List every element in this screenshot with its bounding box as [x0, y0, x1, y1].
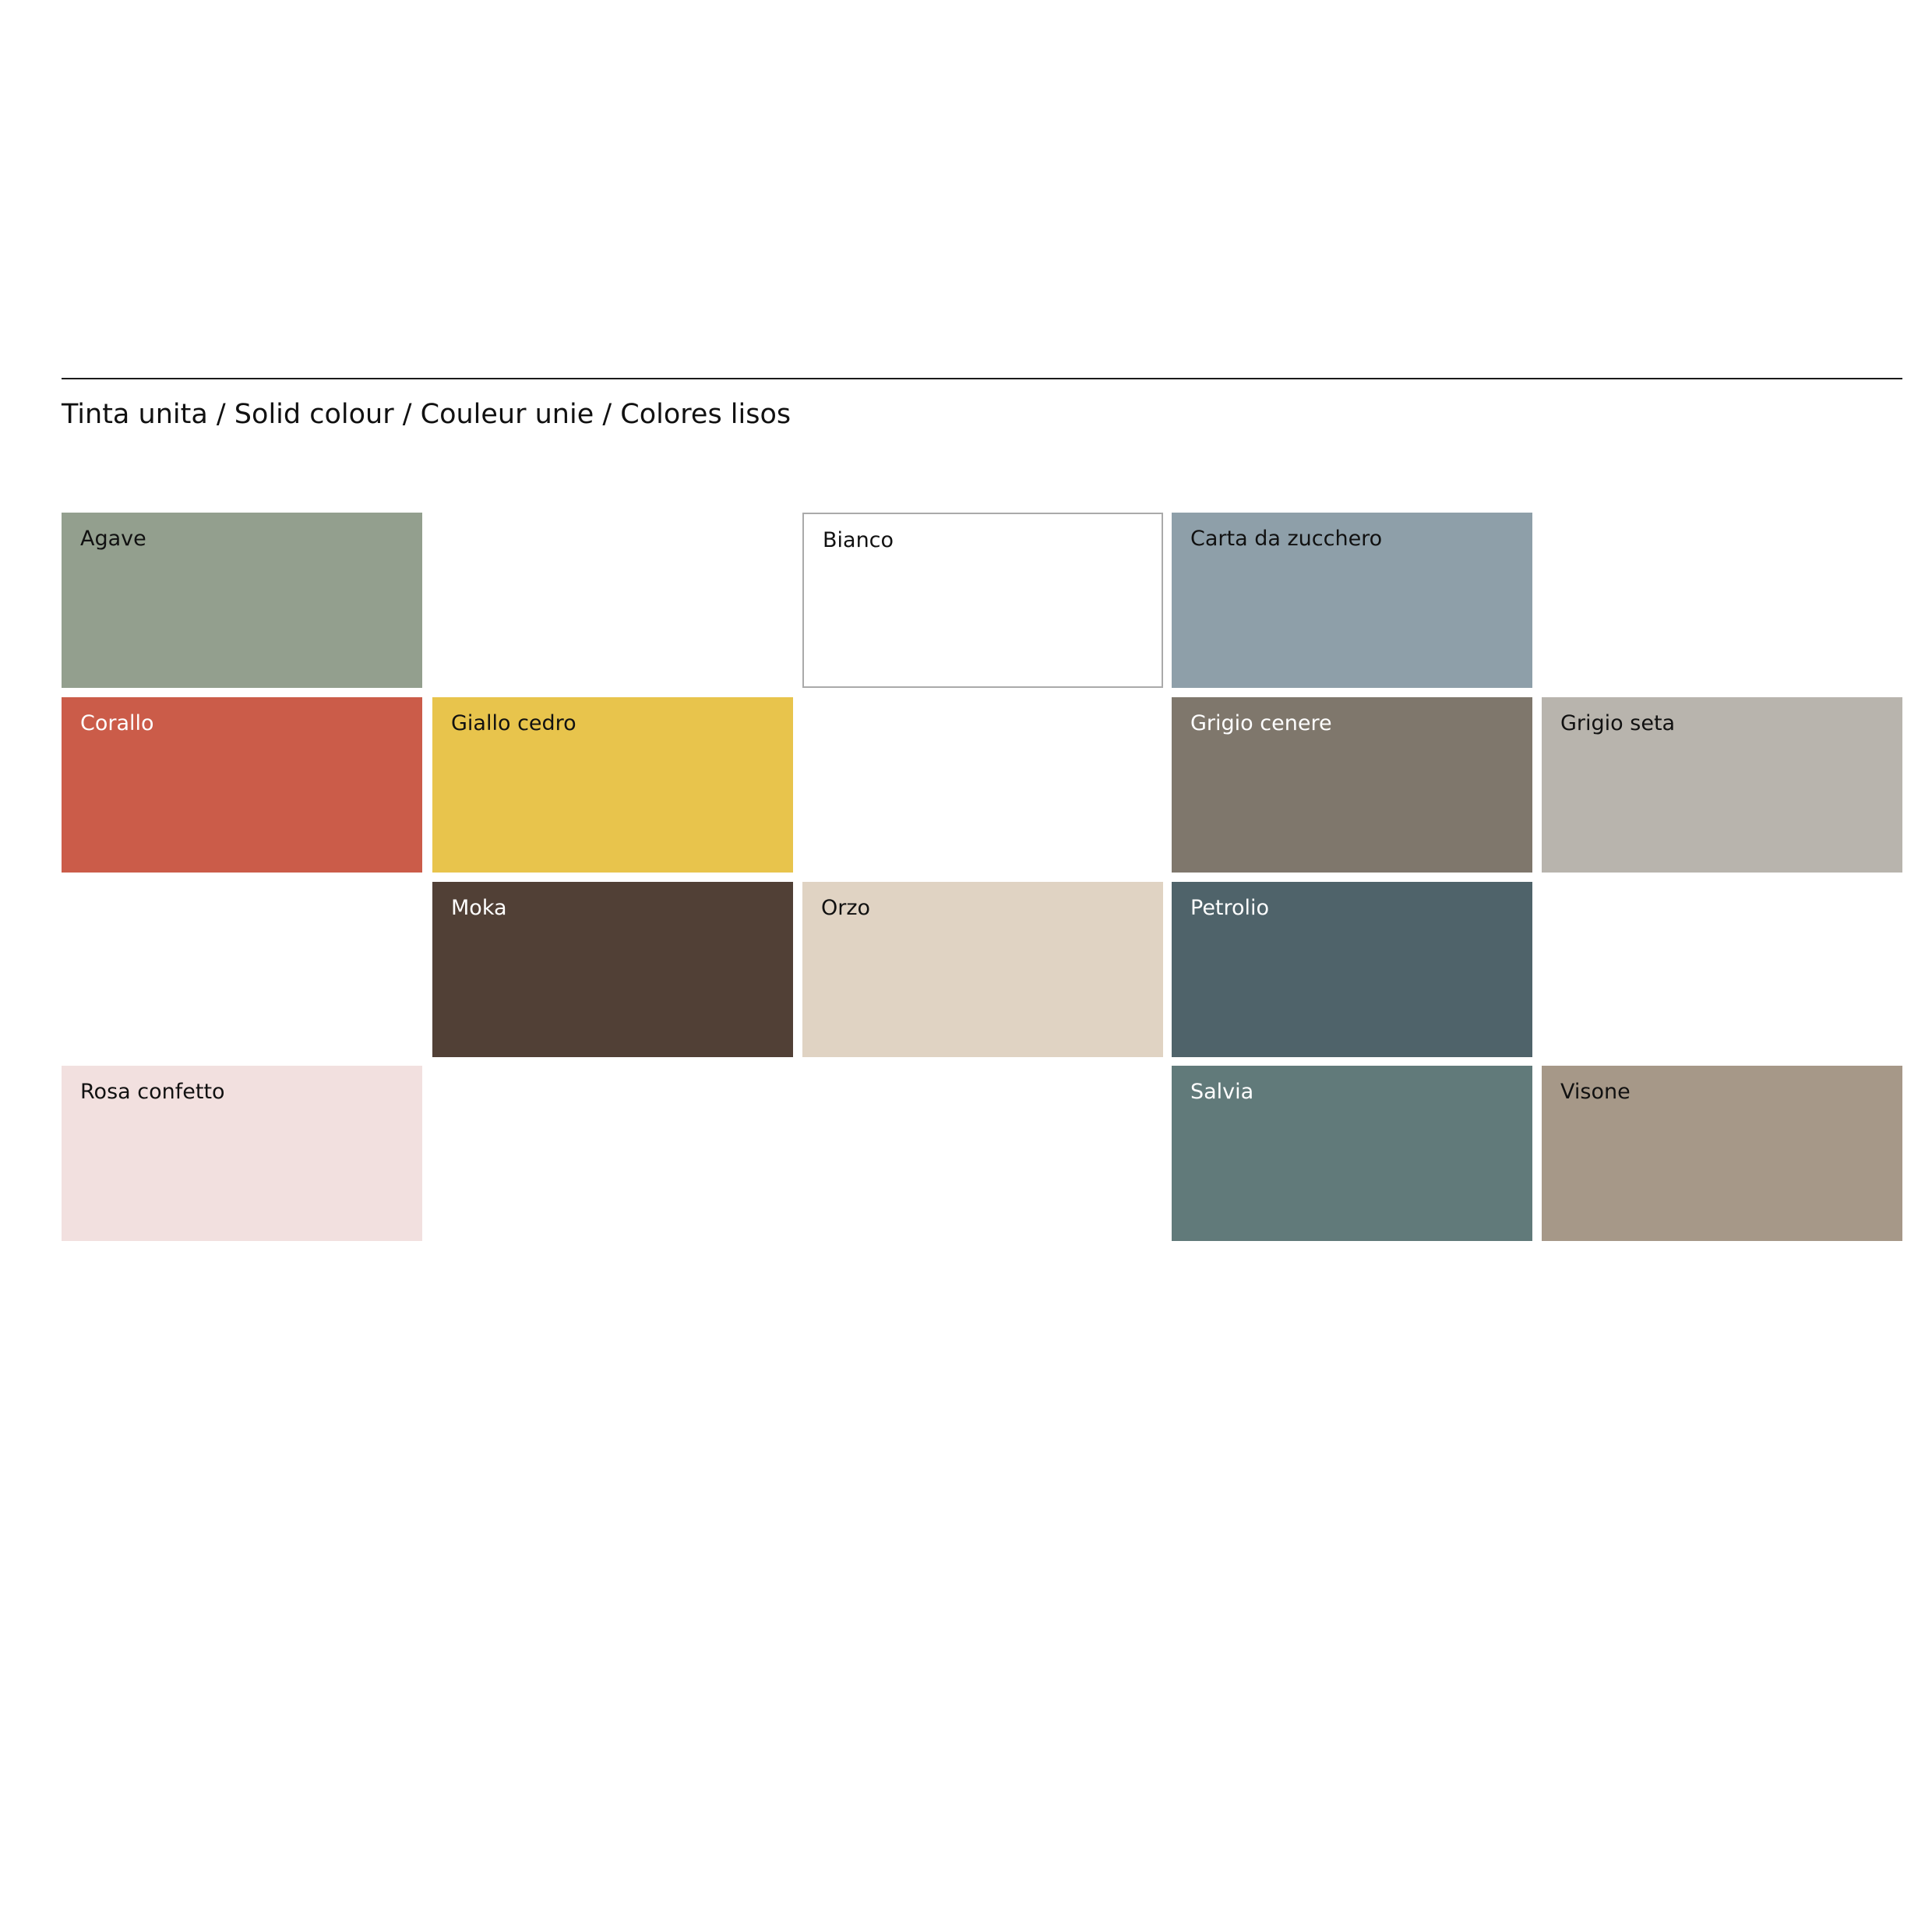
swatch-grigio-cenere: Grigio cenere [1172, 697, 1532, 873]
swatch-salvia: Salvia [1172, 1066, 1532, 1241]
swatch-label: Giallo cedro [451, 711, 576, 735]
swatch-moka: Moka [432, 882, 793, 1057]
swatch-rosa-confetto: Rosa confetto [62, 1066, 422, 1241]
swatch-label: Moka [451, 896, 507, 920]
swatch-label: Agave [80, 527, 146, 551]
swatch-orzo: Orzo [802, 882, 1163, 1057]
section-title: Tinta unita / Solid colour / Couleur uni… [62, 399, 791, 430]
swatch-label: Salvia [1190, 1080, 1254, 1104]
swatch-label: Visone [1560, 1080, 1631, 1104]
swatch-label: Bianco [823, 528, 894, 552]
swatch-bianco: Bianco [802, 513, 1163, 688]
swatch-corallo: Corallo [62, 697, 422, 873]
swatch-label: Grigio seta [1560, 711, 1676, 735]
swatch-label: Rosa confetto [80, 1080, 225, 1104]
swatch-label: Corallo [80, 711, 154, 735]
swatch-agave: Agave [62, 513, 422, 688]
swatch-label: Orzo [821, 896, 871, 920]
swatch-petrolio: Petrolio [1172, 882, 1532, 1057]
swatch-label: Carta da zucchero [1190, 527, 1383, 551]
swatch-giallo-cedro: Giallo cedro [432, 697, 793, 873]
swatch-grigio-seta: Grigio seta [1542, 697, 1902, 873]
swatch-label: Petrolio [1190, 896, 1270, 920]
swatch-visone: Visone [1542, 1066, 1902, 1241]
swatch-label: Grigio cenere [1190, 711, 1332, 735]
divider-rule [62, 378, 1902, 379]
swatch-carta-da-zucchero: Carta da zucchero [1172, 513, 1532, 688]
